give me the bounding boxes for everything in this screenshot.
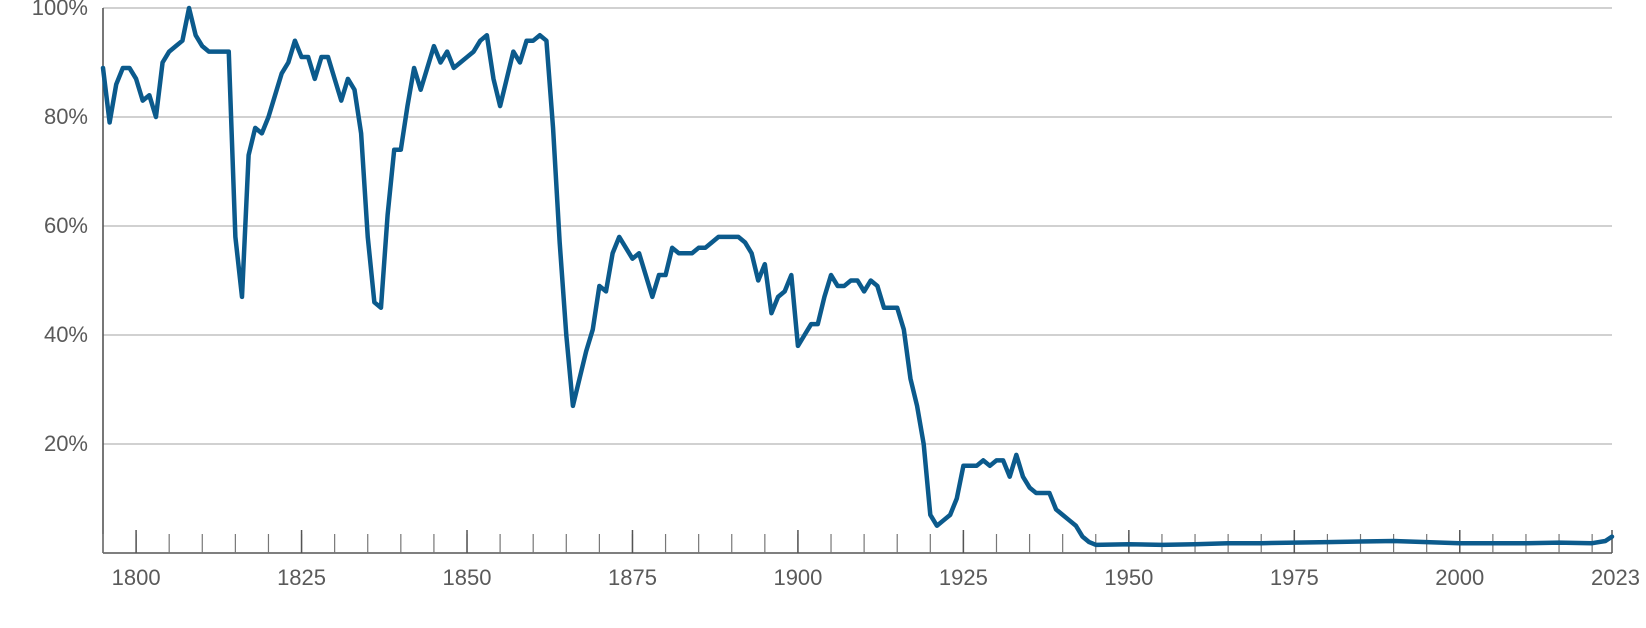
y-tick-label: 100% [32,0,88,20]
x-tick-label: 1825 [277,565,326,590]
x-axis [102,8,1613,554]
y-tick-label: 80% [44,104,88,129]
gridlines [103,7,1612,445]
series-line-0 [100,5,1615,548]
x-tick-label: 1975 [1270,565,1319,590]
y-axis-labels: 20% 40% 60% 80% 100% [32,0,88,456]
x-tick-label: 1875 [608,565,657,590]
x-tick-label: 1800 [112,565,161,590]
y-tick-label: 20% [44,431,88,456]
x-tick-label: 1850 [443,565,492,590]
x-tick-label: 1900 [773,565,822,590]
x-tick-label: 2023 [1591,565,1640,590]
y-tick-label: 60% [44,213,88,238]
x-tick-label: 1925 [939,565,988,590]
y-tick-label: 40% [44,322,88,347]
x-axis-labels: 1800 1825 1850 1875 1900 1925 1950 1975 2000 2023 [112,565,1640,590]
x-tick-label: 2000 [1435,565,1484,590]
x-tick-label: 1950 [1104,565,1153,590]
series-layer [100,5,1615,548]
